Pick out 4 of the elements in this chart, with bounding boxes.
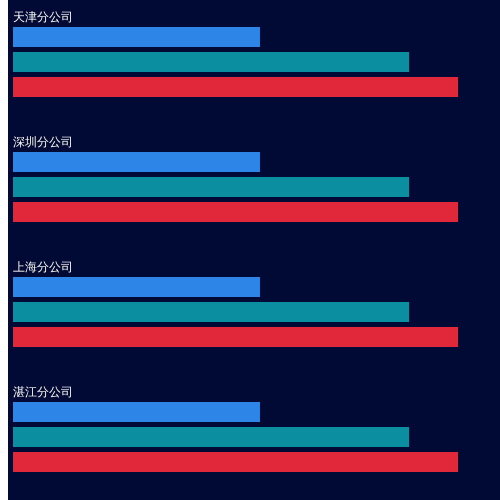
y-tick-label: 天津分公司 xyxy=(13,10,73,24)
y-tick-label: 深圳分公司 xyxy=(13,135,73,149)
y-tick-label: 湛江分公司 xyxy=(13,385,73,399)
y-tick-label: 上海分公司 xyxy=(13,260,73,274)
